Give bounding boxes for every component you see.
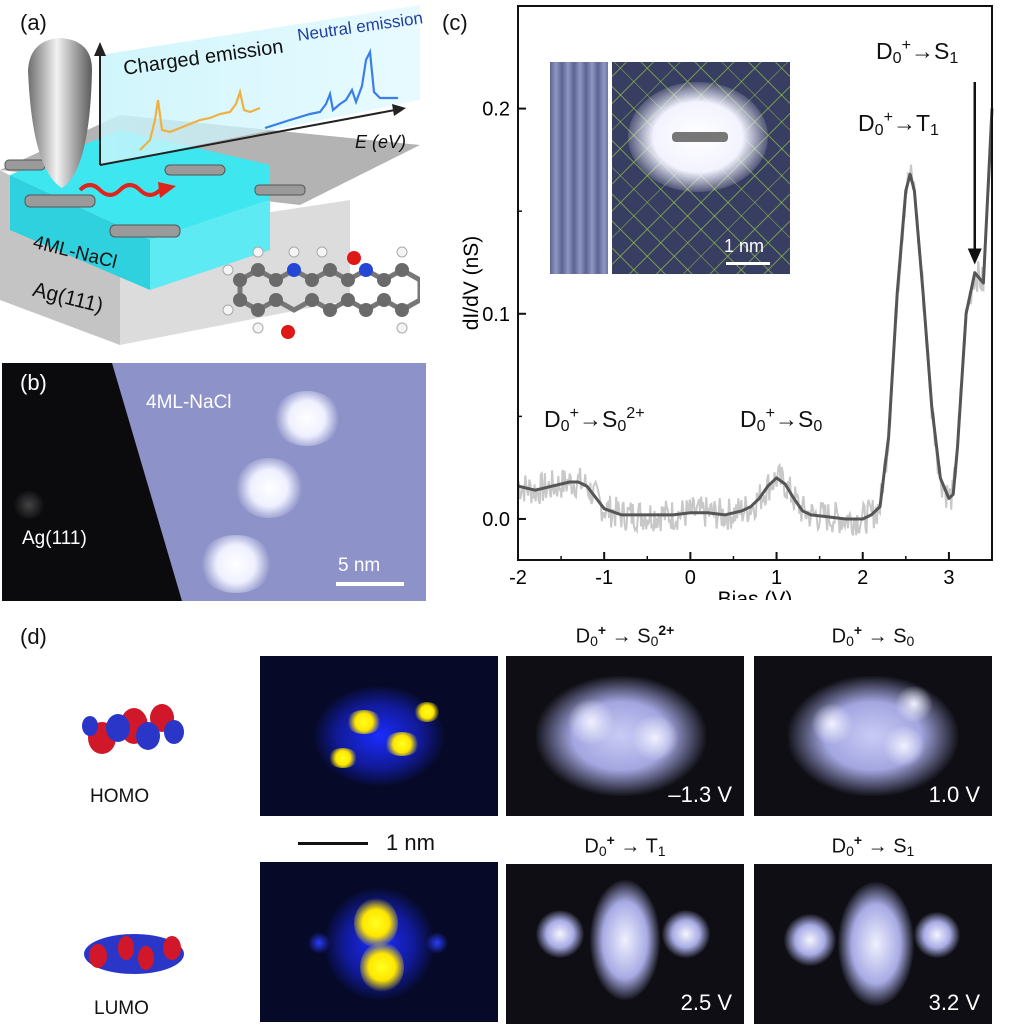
image-title-s0: D0+ → S0 (831, 622, 915, 650)
emission-panel (100, 5, 420, 165)
charged-spectrum (139, 87, 261, 151)
stm-image-s0-2plus: –1.3 V (506, 656, 744, 816)
panel-b-stm-image (2, 363, 426, 601)
panel-b-nacl-label: 4ML-NaCl (146, 392, 232, 413)
qa-molecule-structure (222, 246, 420, 339)
peak-s1: D0+→S1 (876, 36, 959, 67)
lumo-label: LUMO (94, 998, 149, 1019)
image-title-t1: D0+ → T1 (584, 832, 666, 860)
panel-b-label: (b) (20, 370, 47, 395)
x-tick-label: -1 (595, 567, 613, 589)
stm-image-s0: 1.0 V (754, 656, 992, 816)
stm-tip (28, 38, 92, 188)
x-tick-label: 0 (685, 567, 696, 589)
panel-c-chart: -2 -1 0 1 2 3 0.0 0.1 0.2 Bias (V) dI/dV (nS) (460, 5, 994, 600)
panel-b-ag-label: Ag(111) (22, 528, 87, 549)
stm-image-t1: 2.5 V (506, 864, 744, 1024)
x-tick-label: 3 (943, 567, 954, 589)
voltage-label: –1.3 V (668, 782, 732, 807)
homo-orbital-icon (82, 704, 184, 754)
x-axis-label: Bias (V) (718, 588, 793, 600)
panel-a-label: (a) (20, 10, 47, 35)
panel-b-scalebar-label: 5 nm (338, 555, 381, 576)
y-tick-label: 0.1 (482, 304, 510, 326)
peak-s0-2plus: D0+→S02+ (544, 404, 645, 435)
lumo-orbital-icon (84, 934, 184, 974)
y-tick-label: 0.2 (482, 99, 510, 121)
peak-t1: D0+→T1 (858, 108, 939, 139)
x-tick-label: 1 (771, 567, 782, 589)
panel-d-scalebar-label: 1 nm (386, 830, 435, 855)
panel-b-scalebar (336, 582, 404, 586)
image-title-s1: D0+ → S1 (831, 832, 915, 860)
voltage-label: 3.2 V (928, 990, 980, 1015)
voltage-label: 2.5 V (680, 990, 732, 1015)
inset-scalebar-label: 1 nm (724, 236, 765, 256)
panel-a-schematic (0, 5, 420, 345)
plot-frame (517, 5, 993, 561)
didv-curve (517, 108, 994, 521)
y-tick-label: 0.0 (482, 509, 510, 531)
x-tick-label: -2 (509, 567, 527, 589)
t1-arrow-head (967, 248, 982, 265)
image-title-s0-2plus: D0+ → S02+ (575, 622, 675, 650)
peak-s0: D0+→S0 (740, 404, 823, 435)
y-axis-label: dI/dV (nS) (460, 236, 483, 331)
energy-axis-label: E (eV) (355, 132, 407, 152)
emission-arrow (78, 183, 162, 197)
neutral-spectrum (264, 48, 398, 130)
voltage-label: 1.0 V (928, 782, 980, 807)
molecule-icons (4, 159, 306, 238)
homo-label: HOMO (90, 786, 150, 807)
nacl-side-face (150, 200, 270, 290)
panel-c-inset (550, 62, 790, 274)
stm-image-s1: 3.2 V (754, 864, 992, 1024)
homo-simulation-image (260, 656, 498, 816)
panel-c-label: (c) (442, 10, 468, 35)
panel-d-scalebar (298, 842, 368, 845)
x-tick-label: 2 (857, 567, 868, 589)
panel-d-label: (d) (20, 624, 47, 649)
lumo-simulation-image (260, 862, 498, 1022)
